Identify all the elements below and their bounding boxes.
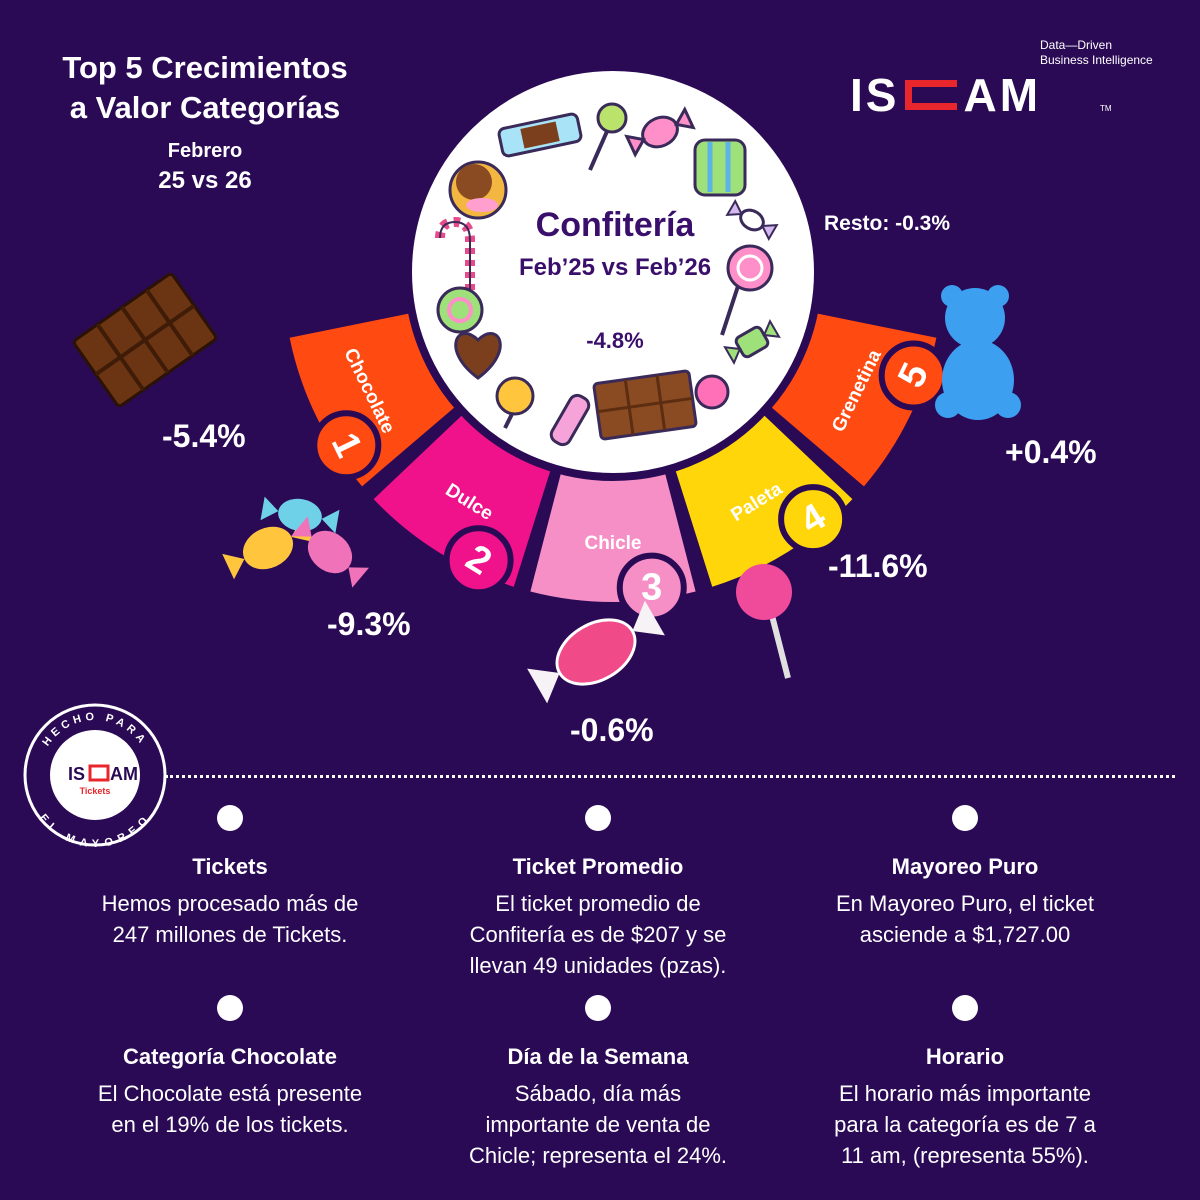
- center-change: -4.8%: [586, 328, 644, 353]
- info-title-categoria-chocolate: Categoría Chocolate: [123, 1044, 337, 1069]
- wrapped-candies-icon: [222, 496, 369, 588]
- section-divider: [165, 775, 1175, 778]
- swirl-lollipop-orange-icon: [495, 376, 535, 429]
- info-line: para la categoría es de 7 a: [834, 1112, 1096, 1137]
- info-line: Sábado, día más: [514, 1081, 682, 1106]
- candy-ring-decoration: [435, 102, 781, 447]
- info-line: En Mayoreo Puro, el ticket: [835, 891, 1094, 916]
- info-bullet: [952, 805, 978, 831]
- info-bullet: [585, 995, 611, 1021]
- cookie-icon: [448, 160, 508, 220]
- chocolate-bar-icon: [72, 272, 218, 408]
- info-line: El Chocolate está presente: [97, 1081, 363, 1106]
- gummy-stripes-icon: [693, 138, 747, 197]
- info-bullet: [585, 805, 611, 831]
- rank-number-3: 3: [641, 567, 662, 609]
- period-label: Febrero 25 vs 26: [0, 136, 410, 196]
- info-text-ticket-promedio: El ticket promedio de Confitería es de $…: [408, 888, 788, 981]
- twisted-marshmallow-icon: [549, 393, 591, 447]
- lollipop-icon: [736, 564, 792, 679]
- info-line: llevan 49 unidades (pzas).: [469, 953, 727, 978]
- paleta-change: -11.6%: [828, 548, 928, 584]
- info-line: 11 am, (representa 55%).: [841, 1143, 1089, 1168]
- chicle-change: -0.6%: [570, 712, 654, 748]
- brand-tagline-line-2: Business Intelligence: [1040, 53, 1153, 67]
- wrapped-candy-icon: [497, 112, 583, 158]
- info-bullet: [952, 995, 978, 1021]
- wrapped-candy-small-icon: [725, 198, 779, 242]
- chocolate-change: -5.4%: [162, 418, 246, 454]
- dulce-change: -9.3%: [327, 606, 411, 642]
- rank-circle-1: [311, 410, 382, 481]
- trademark: TM: [1100, 104, 1112, 113]
- info-bullet: [217, 805, 243, 831]
- info-text-categoria-chocolate: El Chocolate está presente en el 19% de …: [40, 1078, 420, 1140]
- lollipop-small-icon: [588, 102, 628, 171]
- info-title-tickets: Tickets: [192, 854, 268, 879]
- logo-left: IS: [850, 69, 900, 121]
- green-candy-icon: [723, 318, 781, 366]
- title-line-2: a Valor Categorías: [69, 90, 341, 125]
- page-title: Top 5 Crecimientos a Valor Categorías: [0, 48, 410, 128]
- gummy-bear-icon: [935, 285, 1021, 420]
- rank-circle-2: [443, 525, 514, 596]
- period-line-2: 25 vs 26: [158, 167, 252, 194]
- heart-chocolate-icon: [454, 332, 502, 380]
- resto-label: Resto: -0.3%: [824, 212, 951, 235]
- info-line: importante de venta de: [485, 1112, 711, 1137]
- gum-candy-icon: [527, 600, 665, 704]
- period-line-1: Febrero: [167, 140, 243, 162]
- center-title: Confitería: [535, 206, 695, 244]
- info-line: El horario más importante: [839, 1081, 1091, 1106]
- info-line: 247 millones de Tickets.: [112, 922, 348, 947]
- info-bullet: [217, 995, 243, 1021]
- badge-logo-right: AM: [110, 764, 138, 784]
- info-text-horario: El horario más importante para la catego…: [775, 1078, 1155, 1171]
- candy-pink-icon: [624, 106, 696, 158]
- info-line: en el 19% de los tickets.: [111, 1112, 349, 1137]
- logo-c-mark: [905, 79, 958, 110]
- info-line: Confitería es de $207 y se: [469, 922, 727, 947]
- info-title-horario: Horario: [925, 1044, 1005, 1069]
- title-line-1: Top 5 Crecimientos: [62, 50, 348, 85]
- grenetina-change: +0.4%: [1005, 434, 1097, 470]
- rank-circle-4: [778, 484, 849, 555]
- info-text-dia-semana: Sábado, día más importante de venta de C…: [408, 1078, 788, 1171]
- segment-label-chicle: Chicle: [584, 533, 641, 554]
- swirl-lollipop-icon: [720, 244, 774, 336]
- info-text-mayoreo-puro: En Mayoreo Puro, el ticket asciende a $1…: [775, 888, 1155, 950]
- info-title-dia-semana: Día de la Semana: [507, 1044, 689, 1069]
- info-title-mayoreo-puro: Mayoreo Puro: [891, 854, 1039, 879]
- info-text-tickets: Hemos procesado más de 247 millones de T…: [40, 888, 420, 950]
- swirl-candy-green-icon: [436, 286, 484, 334]
- info-title-ticket-promedio: Ticket Promedio: [512, 854, 684, 879]
- info-line: Hemos procesado más de: [101, 891, 359, 916]
- raspberry-icon: [694, 374, 730, 410]
- chocolate-bar-center-icon: [592, 369, 698, 441]
- logo-right: AM: [963, 69, 1042, 121]
- brand-tagline-line-1: Data—Driven: [1040, 38, 1113, 52]
- hecho-para-mayoreo-badge: HECHO PARA EL MAYOREO IS AM Tickets: [23, 703, 167, 850]
- info-line: Chicle; representa el 24%.: [468, 1143, 728, 1168]
- badge-logo-c-mark: [88, 764, 110, 782]
- candy-cane-icon: [435, 216, 475, 290]
- info-line: El ticket promedio de: [495, 891, 701, 916]
- iscam-logo: IS AM: [850, 70, 1041, 120]
- brand-tagline: Data—Driven Business Intelligence: [1040, 38, 1153, 68]
- badge-logo-left: IS: [68, 764, 85, 784]
- center-subtitle: Feb’25 vs Feb’26: [518, 254, 712, 281]
- badge-logo-sub: Tickets: [80, 786, 111, 796]
- info-line: asciende a $1,727.00: [859, 922, 1071, 947]
